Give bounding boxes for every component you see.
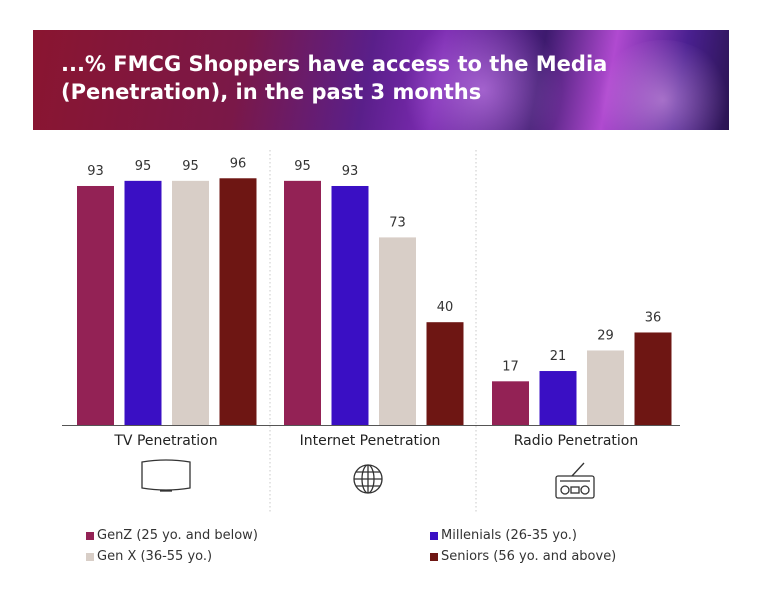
chart-title-line-1: ...% FMCG Shoppers have access to the Me… (61, 52, 608, 76)
radio-icon (555, 462, 595, 499)
legend-swatch (86, 552, 94, 561)
legend-swatch (430, 552, 438, 561)
banner-decoration (403, 30, 563, 130)
bar (172, 180, 209, 425)
category-label: TV Penetration (113, 433, 217, 449)
data-label: 40 (437, 300, 454, 315)
data-label: 29 (597, 328, 614, 343)
bar (77, 185, 114, 425)
data-label: 21 (550, 349, 567, 364)
bar (379, 237, 416, 425)
legend-swatch (86, 531, 94, 540)
bar (284, 180, 321, 425)
legend-label: Millenials (26-35 yo.) (441, 528, 577, 543)
bar (124, 180, 162, 425)
data-label: 95 (294, 159, 311, 174)
bar (331, 185, 369, 425)
chart-title-line-2: (Penetration), in the past 3 months (61, 80, 482, 104)
tv-icon (141, 459, 191, 492)
data-label: 96 (230, 156, 247, 171)
data-label: 95 (182, 159, 199, 174)
chart-title: ...% FMCG Shoppers have access to the Me… (61, 50, 711, 106)
legend-item: Gen X (36-55 yo.) (86, 549, 212, 564)
bar (492, 381, 529, 425)
data-label: 36 (645, 310, 662, 325)
legend-label: Seniors (56 yo. and above) (441, 549, 617, 564)
bar (634, 332, 672, 425)
globe-icon (353, 464, 383, 494)
legend-item: Seniors (56 yo. and above) (430, 549, 616, 564)
bar (426, 322, 464, 425)
banner-decoration (593, 40, 729, 130)
legend-label: Gen X (36-55 yo.) (97, 549, 213, 564)
legend-label: GenZ (25 yo. and below) (97, 528, 258, 543)
data-label: 95 (135, 159, 152, 174)
data-label: 93 (342, 164, 359, 179)
bar (587, 350, 624, 425)
legend-swatch (430, 531, 438, 540)
data-label: 93 (87, 164, 104, 179)
data-label: 17 (502, 359, 519, 374)
data-label: 73 (389, 215, 406, 230)
title-banner: ...% FMCG Shoppers have access to the Me… (33, 30, 729, 130)
legend-item: Millenials (26-35 yo.) (430, 528, 577, 543)
category-label: Internet Penetration (300, 433, 441, 449)
category-label: Radio Penetration (514, 433, 638, 449)
legend-item: GenZ (25 yo. and below) (86, 528, 258, 543)
bar (539, 371, 577, 425)
bar (219, 178, 257, 425)
